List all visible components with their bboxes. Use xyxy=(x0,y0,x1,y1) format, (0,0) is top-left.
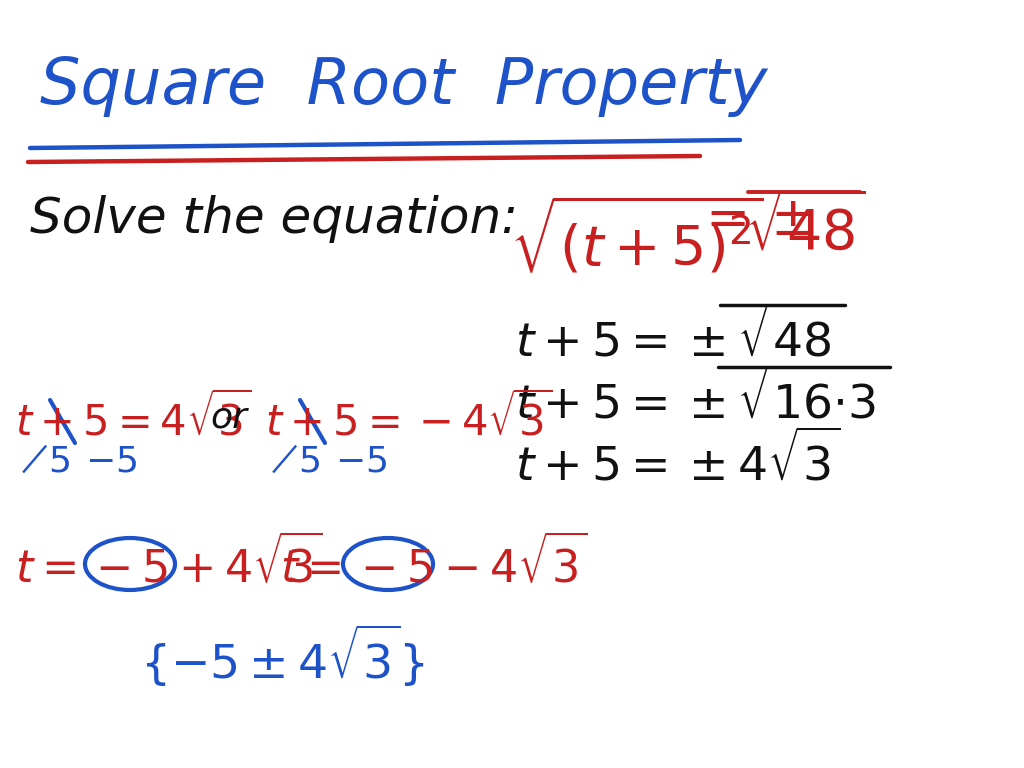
Text: Solve the equation:: Solve the equation: xyxy=(30,195,518,243)
Text: $\sqrt{48}$: $\sqrt{48}$ xyxy=(745,195,865,261)
Text: $\{-5\pm 4\sqrt{3}\}$: $\{-5\pm 4\sqrt{3}\}$ xyxy=(140,622,425,689)
Text: or: or xyxy=(210,400,247,434)
Text: $\sqrt{(t+5)^2}$: $\sqrt{(t+5)^2}$ xyxy=(510,195,764,277)
Text: $=\pm$: $=\pm$ xyxy=(695,195,811,246)
Text: $t+5 = \pm\sqrt{48}$: $t+5 = \pm\sqrt{48}$ xyxy=(515,308,841,367)
Text: Square  Root  Property: Square Root Property xyxy=(40,55,767,117)
Text: $t+5 = \pm\sqrt{16{\cdot}3}$: $t+5 = \pm\sqrt{16{\cdot}3}$ xyxy=(515,370,886,429)
Text: $t+5=-4\sqrt{3}$: $t+5=-4\sqrt{3}$ xyxy=(265,393,552,445)
Text: $-5$: $-5$ xyxy=(335,445,387,479)
Text: $t=-5+4\sqrt{3}$: $t=-5+4\sqrt{3}$ xyxy=(15,535,323,591)
Text: $-5$: $-5$ xyxy=(85,445,137,479)
Text: $t=-5-4\sqrt{3}$: $t=-5-4\sqrt{3}$ xyxy=(280,535,588,591)
Text: $t+5 = \pm 4\sqrt{3}$: $t+5 = \pm 4\sqrt{3}$ xyxy=(515,432,841,491)
Text: $\not 5$: $\not 5$ xyxy=(22,445,71,479)
Text: $t+5=4\sqrt{3}$: $t+5=4\sqrt{3}$ xyxy=(15,393,251,445)
Text: $\not 5$: $\not 5$ xyxy=(272,445,321,479)
